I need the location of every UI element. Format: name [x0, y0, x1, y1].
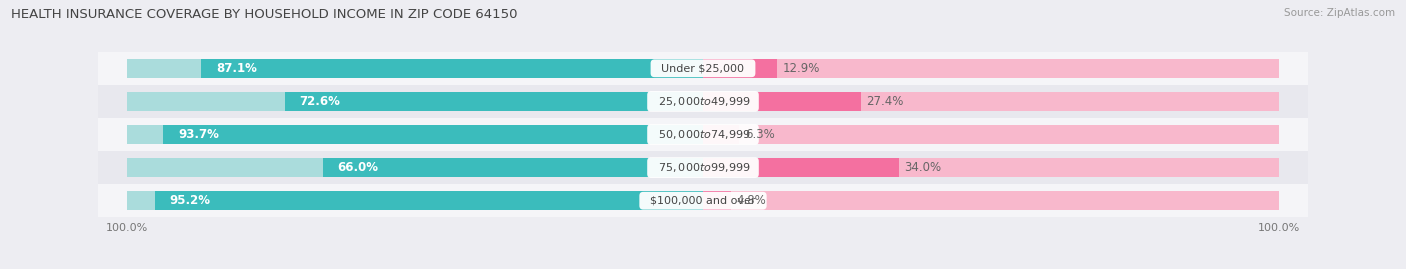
Bar	[201, 59, 703, 78]
Bar	[285, 92, 703, 111]
Bar	[98, 52, 1308, 85]
Text: 87.1%: 87.1%	[217, 62, 257, 75]
Bar	[127, 59, 703, 78]
Text: $100,000 and over: $100,000 and over	[644, 196, 762, 206]
Text: 12.9%: 12.9%	[783, 62, 821, 75]
Bar	[703, 191, 731, 210]
Bar	[703, 158, 898, 177]
Bar	[703, 59, 1279, 78]
Text: 6.3%: 6.3%	[745, 128, 775, 141]
Text: $75,000 to $99,999: $75,000 to $99,999	[651, 161, 755, 174]
Bar	[163, 125, 703, 144]
Text: 4.8%: 4.8%	[737, 194, 766, 207]
Bar	[127, 125, 703, 144]
Text: Source: ZipAtlas.com: Source: ZipAtlas.com	[1284, 8, 1395, 18]
Bar	[155, 191, 703, 210]
Bar	[98, 184, 1308, 217]
Text: 27.4%: 27.4%	[866, 95, 904, 108]
Bar	[703, 125, 740, 144]
Text: 34.0%: 34.0%	[904, 161, 942, 174]
Text: 93.7%: 93.7%	[179, 128, 219, 141]
Bar	[703, 125, 1279, 144]
Bar	[703, 92, 1279, 111]
Text: 66.0%: 66.0%	[337, 161, 378, 174]
Text: $25,000 to $49,999: $25,000 to $49,999	[651, 95, 755, 108]
Text: 72.6%: 72.6%	[299, 95, 340, 108]
Text: Under $25,000: Under $25,000	[655, 63, 751, 73]
Bar	[127, 191, 703, 210]
Bar	[323, 158, 703, 177]
Bar	[703, 92, 860, 111]
Text: $50,000 to $74,999: $50,000 to $74,999	[651, 128, 755, 141]
Text: 95.2%: 95.2%	[169, 194, 211, 207]
Bar	[98, 118, 1308, 151]
Bar	[127, 92, 703, 111]
Bar	[98, 85, 1308, 118]
Bar	[127, 158, 703, 177]
Bar	[703, 158, 1279, 177]
Bar	[98, 151, 1308, 184]
Bar	[703, 59, 778, 78]
Bar	[703, 191, 1279, 210]
Text: HEALTH INSURANCE COVERAGE BY HOUSEHOLD INCOME IN ZIP CODE 64150: HEALTH INSURANCE COVERAGE BY HOUSEHOLD I…	[11, 8, 517, 21]
